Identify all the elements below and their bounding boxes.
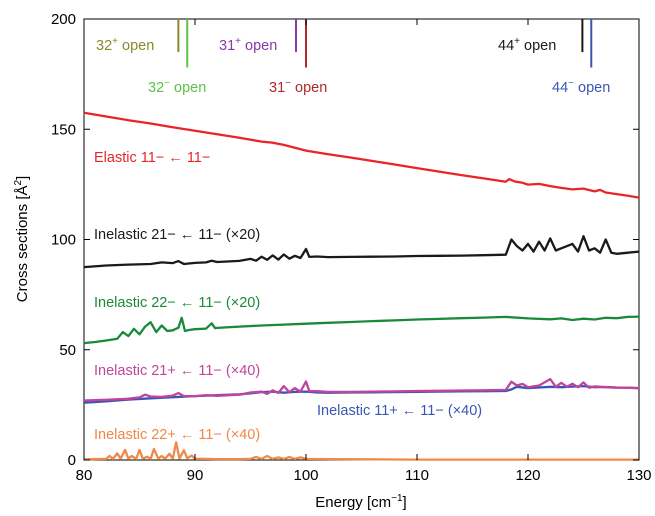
series-line-0: [83, 111, 640, 199]
series-line-3: [83, 384, 640, 404]
y-tick-label: 200: [51, 11, 76, 28]
y-axis-label: Cross sections [Å2]: [13, 176, 31, 302]
series-lines: [83, 111, 640, 461]
x-tick-label: 120: [515, 467, 540, 484]
series-label-inelastic-21-plus: Inelastic 21+ ← 11− (×40): [94, 363, 260, 379]
x-tick-label: 110: [405, 467, 429, 484]
y-tick-label: 150: [51, 121, 76, 138]
threshold-markers: [177, 19, 593, 68]
x-tick-label: 130: [626, 467, 651, 484]
series-label-inelastic-22-plus: Inelastic 22+ ← 11− (×40): [94, 427, 260, 443]
x-tick-label: 80: [76, 467, 93, 484]
y-tick-label: 50: [59, 342, 76, 359]
series-line-2: [83, 315, 640, 345]
y-tick-label: 100: [51, 232, 76, 249]
x-axis-label: Energy [cm−1]: [315, 493, 406, 511]
series-label-elastic: Elastic 11− ← 11−: [94, 150, 210, 166]
threshold-label-44-minus: 44− open: [552, 78, 610, 96]
series-line-4: [83, 377, 640, 402]
plot-area: 80 90 100 110 120 130 0 50 100 150 200: [51, 11, 652, 484]
series-label-inelastic-22-minus: Inelastic 22− ← 11− (×20): [94, 295, 260, 311]
x-tick-label: 100: [293, 467, 318, 484]
series-line-1: [83, 235, 640, 269]
series-label-inelastic-11-plus: Inelastic 11+ ← 11− (×40): [317, 403, 482, 419]
threshold-label-32-plus: 32+ open: [96, 36, 154, 54]
threshold-label-44-plus: 44+ open: [498, 36, 556, 54]
axis-ticks: 80 90 100 110 120 130 0 50 100 150 200: [51, 11, 652, 484]
y-tick-label: 0: [68, 452, 76, 469]
threshold-label-32-minus: 32− open: [148, 78, 206, 96]
x-tick-label: 90: [187, 467, 204, 484]
series-line-5: [83, 441, 639, 461]
threshold-label-31-plus: 31+ open: [219, 36, 277, 54]
threshold-label-31-minus: 31− open: [269, 78, 327, 96]
series-label-inelastic-21-minus: Inelastic 21− ← 11− (×20): [94, 227, 260, 243]
